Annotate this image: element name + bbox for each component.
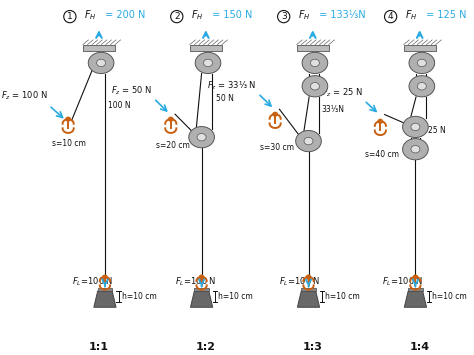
Text: h=10 cm: h=10 cm [432,292,467,301]
Text: $F_L$=100 N: $F_L$=100 N [279,275,321,288]
Circle shape [411,146,420,153]
Text: h=10 cm: h=10 cm [325,292,360,301]
Text: h=10 cm: h=10 cm [218,292,253,301]
Text: $F_z$ = 50 N: $F_z$ = 50 N [111,84,153,97]
Text: = 125 N: = 125 N [423,10,466,20]
Text: 4: 4 [388,12,393,21]
Circle shape [310,83,319,90]
Text: 1:4: 1:4 [410,342,430,351]
Text: 1:2: 1:2 [196,342,216,351]
Text: = 133⅓N: = 133⅓N [316,10,365,20]
Text: 25 N: 25 N [428,126,446,135]
Circle shape [402,138,428,160]
Polygon shape [297,291,319,307]
Circle shape [203,59,212,67]
Text: s=30 cm: s=30 cm [260,143,294,152]
Circle shape [417,59,426,67]
Circle shape [189,127,214,148]
FancyBboxPatch shape [404,44,436,51]
Polygon shape [191,291,213,307]
Text: $F_H$: $F_H$ [298,8,310,22]
Circle shape [417,83,426,90]
Text: 1:1: 1:1 [89,342,109,351]
FancyBboxPatch shape [83,44,115,51]
Text: $F_L$=100 N: $F_L$=100 N [175,275,217,288]
Polygon shape [404,291,427,307]
Text: 100 N: 100 N [109,101,131,110]
Circle shape [402,116,428,137]
Polygon shape [94,291,116,307]
Text: $F_H$: $F_H$ [405,8,417,22]
Text: 33⅓N: 33⅓N [321,105,344,114]
Circle shape [296,131,321,152]
Text: s=20 cm: s=20 cm [156,141,190,150]
Text: s=10 cm: s=10 cm [52,139,86,148]
Text: $F_z$ = 25 N: $F_z$ = 25 N [322,86,363,99]
FancyBboxPatch shape [190,44,222,51]
Circle shape [409,52,435,73]
Text: 2: 2 [174,12,180,21]
Text: h=10 cm: h=10 cm [122,292,156,301]
Text: $F_L$=100 N: $F_L$=100 N [383,275,424,288]
Text: $F_L$=100 N: $F_L$=100 N [73,275,114,288]
Circle shape [97,59,106,67]
Circle shape [411,123,420,131]
Circle shape [302,52,328,73]
Circle shape [302,76,328,97]
Circle shape [304,137,313,145]
Bar [301,288,316,291]
Text: $F_z$ = 33⅓ N: $F_z$ = 33⅓ N [207,79,257,92]
Text: 1: 1 [67,12,73,21]
Circle shape [195,52,221,73]
FancyBboxPatch shape [297,44,329,51]
Text: $F_z$ = 100 N: $F_z$ = 100 N [1,89,47,102]
Bar [98,288,112,291]
Bar [408,288,423,291]
Bar [194,288,209,291]
Text: = 200 N: = 200 N [102,10,146,20]
Text: s=40 cm: s=40 cm [365,150,400,159]
Circle shape [88,52,114,73]
Circle shape [310,59,319,67]
Text: $F_H$: $F_H$ [84,8,97,22]
Circle shape [197,133,206,141]
Text: = 150 N: = 150 N [209,10,252,20]
Circle shape [409,76,435,97]
Text: 3: 3 [281,12,287,21]
Text: 1:3: 1:3 [303,342,323,351]
Text: 50 N: 50 N [216,94,234,103]
Text: $F_H$: $F_H$ [191,8,203,22]
